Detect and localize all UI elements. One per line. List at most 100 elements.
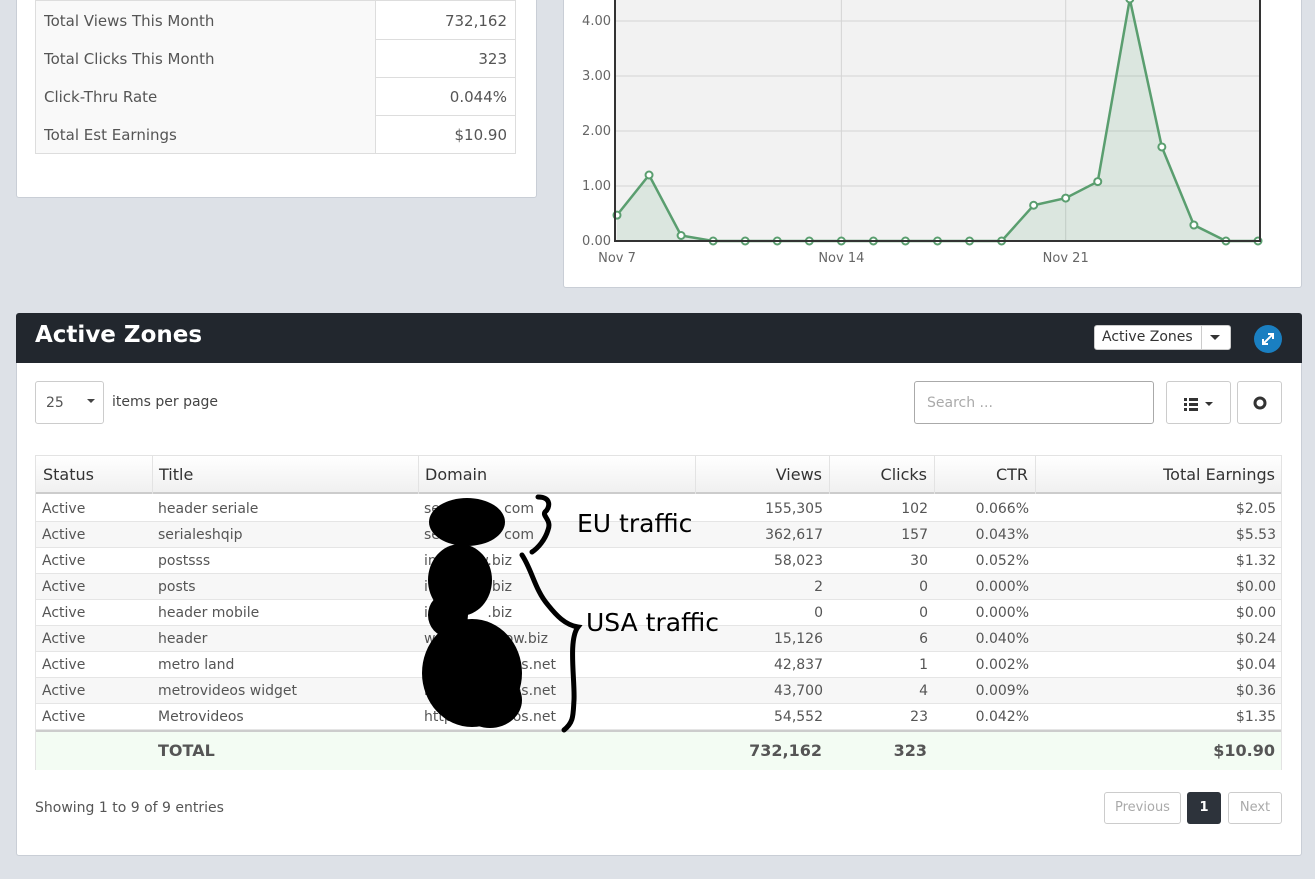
table-cell: 362,617 [765, 527, 823, 543]
page-size-select[interactable]: 25 [35, 381, 104, 424]
stat-label: Total Est Earnings [44, 126, 177, 144]
table-cell: $5.53 [1235, 527, 1276, 543]
table-cell: header seriale [158, 501, 259, 517]
col-divider [152, 456, 153, 494]
stats-table: Total Views This Month 732,162 Total Click… [35, 0, 516, 154]
settings-button[interactable] [1237, 381, 1282, 424]
column-header: Total Earnings [1163, 465, 1275, 484]
table-cell: Active [42, 527, 86, 543]
dropdown-label: Active Zones [1102, 329, 1193, 345]
chart: 0.00 1.00 2.00 3.00 4.00 Nov 7 Nov 14 Nov 21 [582, 0, 1263, 266]
domain-end: ow.biz [504, 631, 548, 647]
table-cell: 0.066% [975, 501, 1029, 517]
zones-dropdown[interactable]: Active Zones [1094, 325, 1231, 350]
stat-label-cell [36, 1, 376, 39]
annotation: EU traffic [577, 509, 692, 538]
table-cell: 15,126 [774, 631, 823, 647]
table-cell: 0.000% [975, 579, 1029, 595]
table-cell: 54,552 [774, 709, 823, 725]
point [1093, 177, 1103, 187]
table-cell: $0.36 [1235, 683, 1276, 699]
table-row [36, 574, 1281, 600]
redaction [422, 498, 522, 728]
next-button[interactable]: Next [1228, 792, 1282, 824]
area [617, 0, 1258, 241]
table-row [36, 600, 1281, 626]
table-cell: $0.00 [1235, 605, 1276, 621]
table-info: Showing 1 to 9 of 9 entries [35, 800, 224, 816]
columns-button[interactable] [1166, 381, 1231, 424]
stat-label-cell [36, 39, 376, 77]
table-cell: Active [42, 605, 86, 621]
stat-value: $10.90 [454, 126, 508, 144]
table-cell: Active [42, 631, 86, 647]
table-cell: Active [42, 683, 86, 699]
caret [1210, 335, 1220, 345]
table-cell: Active [42, 657, 86, 673]
prev-button[interactable]: Previous [1104, 792, 1181, 824]
table-cell: header [158, 631, 208, 647]
total-row [36, 730, 1281, 770]
table-cell: 155,305 [765, 501, 823, 517]
table-cell: Active [42, 579, 86, 595]
point [644, 170, 654, 180]
total-views: 732,162 [749, 741, 822, 760]
domain-start: i [424, 579, 428, 595]
column-header: Status [43, 465, 94, 484]
table-cell: 4 [919, 683, 928, 699]
column-header: CTR [995, 465, 1028, 484]
y-tick-label: 3.00 [582, 69, 611, 84]
col-divider [1035, 456, 1036, 494]
x-tick-label: Nov 14 [818, 251, 864, 266]
total-label: TOTAL [158, 741, 215, 760]
stat-value: 732,162 [444, 12, 507, 30]
table-cell: $0.04 [1235, 657, 1276, 673]
table-cell: 157 [901, 527, 928, 543]
table-cell: Metrovideos [158, 709, 244, 725]
table-cell: 0 [919, 579, 928, 595]
table-cell: 0.000% [975, 605, 1029, 621]
table-row [36, 652, 1281, 678]
table-cell: $2.05 [1235, 501, 1276, 517]
domain-end: .biz [487, 579, 512, 595]
col-divider [934, 456, 935, 494]
table-cell: header mobile [158, 605, 260, 621]
table-cell: $1.35 [1235, 709, 1276, 725]
stat-label: Total Clicks This Month [44, 50, 215, 68]
domain-end: os.net [512, 683, 556, 699]
stat-label: Click-Thru Rate [44, 88, 158, 106]
domain-end: .biz [487, 605, 512, 621]
x-tick-label: Nov 7 [598, 251, 636, 266]
column-header: Domain [425, 465, 488, 484]
y-tick-label: 1.00 [582, 179, 611, 194]
table-cell: 0.043% [975, 527, 1029, 543]
point [1189, 220, 1199, 230]
annotation: USA traffic [586, 608, 719, 637]
total-earnings: $10.90 [1213, 741, 1275, 760]
page-button[interactable]: 1 [1187, 792, 1221, 824]
table-cell: 0 [919, 605, 928, 621]
table-cell: 43,700 [774, 683, 823, 699]
table-cell: Active [42, 553, 86, 569]
search-placeholder: Search ... [927, 395, 993, 411]
table-cell: postsss [158, 553, 211, 569]
point [676, 231, 686, 240]
page-size-label: items per page [112, 394, 219, 410]
table-cell: metro land [158, 657, 235, 673]
table-cell: 58,023 [774, 553, 823, 569]
stat-label-cell [36, 77, 376, 115]
total-clicks: 323 [893, 741, 927, 760]
table-cell: 42,837 [774, 657, 823, 673]
table-row [36, 522, 1281, 548]
table-cell: Active [42, 709, 86, 725]
table-cell: 2 [814, 579, 823, 595]
domain-end: os.net [512, 709, 556, 725]
table-cell: 23 [910, 709, 928, 725]
search-input[interactable]: Search ... [914, 381, 1154, 424]
expand-button[interactable] [1253, 325, 1283, 355]
caret [87, 399, 95, 407]
table-cell: 102 [901, 501, 928, 517]
table-cell: 0.002% [975, 657, 1029, 673]
